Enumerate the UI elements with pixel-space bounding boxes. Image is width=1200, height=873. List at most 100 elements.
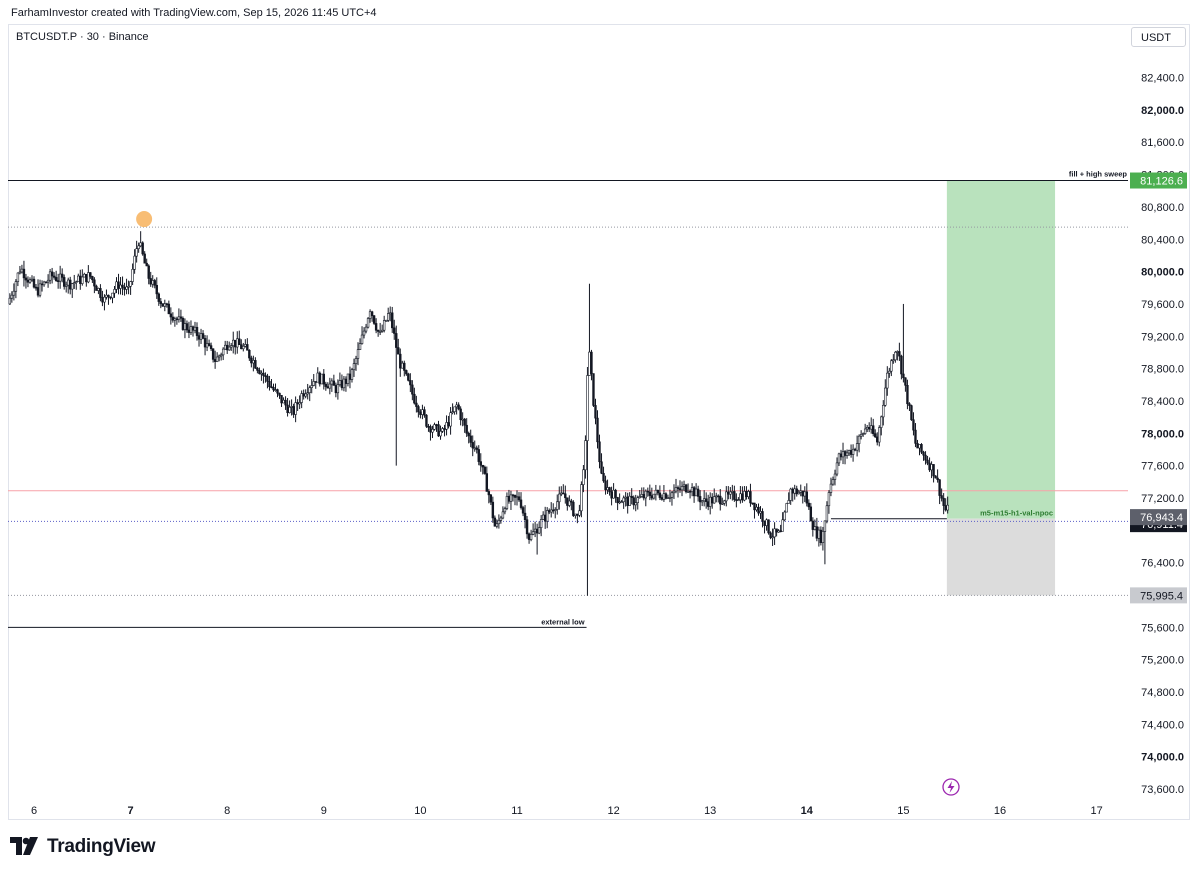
target-price-label-bg <box>1130 172 1187 189</box>
candle-body <box>636 497 639 503</box>
candle-body <box>821 531 825 543</box>
candle-body <box>797 492 800 495</box>
candle-body <box>28 279 32 283</box>
candle-body <box>908 403 911 406</box>
currency-button[interactable]: USDT <box>1131 27 1186 47</box>
candle-body <box>48 271 52 281</box>
candle-body <box>535 528 539 534</box>
candle-body <box>582 469 585 485</box>
candle-body <box>455 404 458 408</box>
candle-body <box>447 422 450 427</box>
candle-body <box>570 500 573 503</box>
candle-body <box>759 511 762 514</box>
candle-body <box>232 339 235 346</box>
candle-body <box>91 276 94 281</box>
candle-body <box>541 514 545 520</box>
price-tick-label: 74,400.0 <box>1141 719 1184 731</box>
time-tick-label: 16 <box>994 805 1006 817</box>
candle-body <box>443 428 446 430</box>
candle-body <box>38 283 42 296</box>
candle-body <box>75 281 78 284</box>
candle-body <box>481 464 484 468</box>
candle-body <box>73 282 76 285</box>
candle-body <box>704 498 708 502</box>
candle-body <box>272 387 275 391</box>
candle-body <box>650 495 654 499</box>
candle-body <box>207 343 211 346</box>
time-tick-label: 12 <box>607 805 619 817</box>
price-tick-label: 76,400.0 <box>1141 558 1184 570</box>
stop-price-label-bg <box>1130 587 1187 604</box>
candle-body <box>531 531 535 535</box>
candle-body <box>600 461 603 474</box>
candle-body <box>296 402 299 405</box>
candle-body <box>314 381 317 383</box>
candle-body <box>171 316 175 321</box>
candle-body <box>763 520 766 526</box>
candle-body <box>823 520 827 532</box>
candle-body <box>382 320 386 331</box>
candle-body <box>342 378 346 389</box>
candle-body <box>930 464 933 471</box>
candle-body <box>906 385 909 405</box>
candle-body <box>841 451 845 458</box>
candle-body <box>539 519 543 528</box>
candle-body <box>505 496 509 509</box>
candle-body <box>286 404 289 414</box>
entry-price-label-bg <box>1130 509 1187 526</box>
candle-body <box>215 356 219 362</box>
candle-body <box>107 294 110 298</box>
fill-high-sweep-label: fill + high sweep <box>1069 170 1128 179</box>
candle-body <box>336 384 340 394</box>
candle-body <box>795 488 798 495</box>
candle-body <box>755 506 758 511</box>
candle-body <box>831 479 835 485</box>
candle-body <box>437 424 440 437</box>
candle-body <box>723 500 726 504</box>
candle-body <box>608 487 611 493</box>
candle-body <box>606 487 609 491</box>
candle-body <box>853 448 857 451</box>
candle-body <box>861 433 865 435</box>
candle-body <box>22 268 26 279</box>
candle-body <box>403 362 406 371</box>
candle-body <box>389 312 392 315</box>
candle-body <box>213 359 217 362</box>
candle-body <box>368 311 372 319</box>
candle-body <box>121 284 124 288</box>
candle-body <box>872 425 875 434</box>
price-tick-label: 79,600.0 <box>1141 299 1184 311</box>
candle-body <box>672 490 676 494</box>
candle-body <box>757 506 760 514</box>
candle-body <box>119 284 122 289</box>
candle-body <box>397 347 400 355</box>
price-tick-label: 73,600.0 <box>1141 784 1184 796</box>
candle-body <box>745 491 748 498</box>
candle-body <box>40 283 44 286</box>
time-tick-label: 8 <box>224 805 230 817</box>
candle-body <box>562 492 565 495</box>
lightning-icon <box>942 778 960 796</box>
candle-body <box>646 490 650 493</box>
candle-body <box>847 450 851 454</box>
candle-body <box>735 499 738 501</box>
symbol-info[interactable]: BTCUSDT.P · 30 · Binance <box>16 31 149 43</box>
candle-body <box>898 351 901 357</box>
candle-body <box>602 472 605 482</box>
candle-body <box>793 488 796 494</box>
candle-body <box>684 484 688 493</box>
candle-body <box>298 402 301 405</box>
tradingview-brand[interactable]: TradingView <box>10 836 156 858</box>
candle-body <box>248 349 251 359</box>
candle-body <box>833 473 837 480</box>
candle-body <box>550 509 553 513</box>
candle-body <box>149 278 152 285</box>
candle-body <box>791 488 794 494</box>
candle-body <box>56 280 60 282</box>
candle-body <box>252 360 255 364</box>
candle-body <box>660 497 664 500</box>
zones-layer <box>946 180 1056 596</box>
candle-body <box>191 326 195 331</box>
candle-body <box>401 362 404 369</box>
